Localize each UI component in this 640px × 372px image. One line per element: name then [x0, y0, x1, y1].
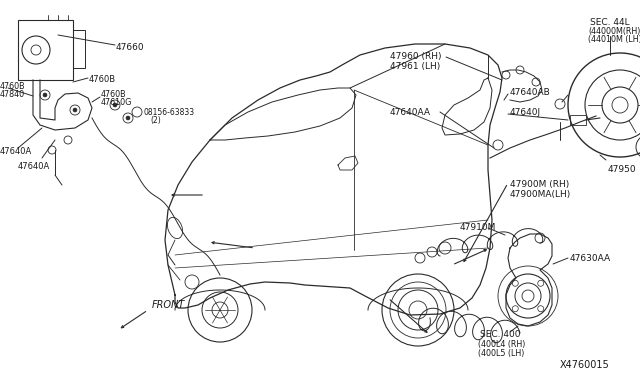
- Text: 47660: 47660: [116, 43, 145, 52]
- Text: SEC. 44L: SEC. 44L: [590, 18, 630, 27]
- Bar: [570, 115, 586, 125]
- Text: 47630AA: 47630AA: [570, 254, 611, 263]
- Text: 4760B: 4760B: [89, 75, 116, 84]
- Text: SEC. 400: SEC. 400: [480, 330, 520, 339]
- Text: 47610G: 47610G: [101, 98, 132, 107]
- Text: 47900M (RH): 47900M (RH): [510, 180, 569, 189]
- Text: 47640A: 47640A: [18, 162, 51, 171]
- Text: 47640A: 47640A: [0, 147, 32, 156]
- Text: 47840: 47840: [0, 90, 25, 99]
- Text: 47640AA: 47640AA: [390, 108, 431, 117]
- Text: X4760015: X4760015: [560, 360, 610, 370]
- Text: (2): (2): [150, 116, 161, 125]
- Text: (400L5 (LH): (400L5 (LH): [478, 349, 524, 358]
- Text: 47950: 47950: [608, 165, 637, 174]
- Circle shape: [73, 108, 77, 112]
- Bar: [18, 20, 73, 80]
- Text: 4760B: 4760B: [101, 90, 127, 99]
- Text: 47640J: 47640J: [510, 108, 541, 117]
- Text: (400L4 (RH): (400L4 (RH): [478, 340, 525, 349]
- Circle shape: [126, 116, 130, 120]
- Text: FRONT: FRONT: [152, 300, 185, 310]
- Text: 47961 (LH): 47961 (LH): [390, 62, 440, 71]
- Text: 47900MA(LH): 47900MA(LH): [510, 190, 572, 199]
- Text: 47960 (RH): 47960 (RH): [390, 52, 442, 61]
- Bar: [73, 30, 85, 68]
- Text: 47910M: 47910M: [460, 223, 497, 232]
- Circle shape: [43, 93, 47, 97]
- Text: 08156-63833: 08156-63833: [143, 108, 194, 117]
- Text: (44010M (LH): (44010M (LH): [588, 35, 640, 44]
- Text: 4760B: 4760B: [0, 82, 26, 91]
- Circle shape: [113, 103, 117, 107]
- Text: 47640AB: 47640AB: [510, 88, 551, 97]
- Text: (44000M(RH): (44000M(RH): [588, 27, 640, 36]
